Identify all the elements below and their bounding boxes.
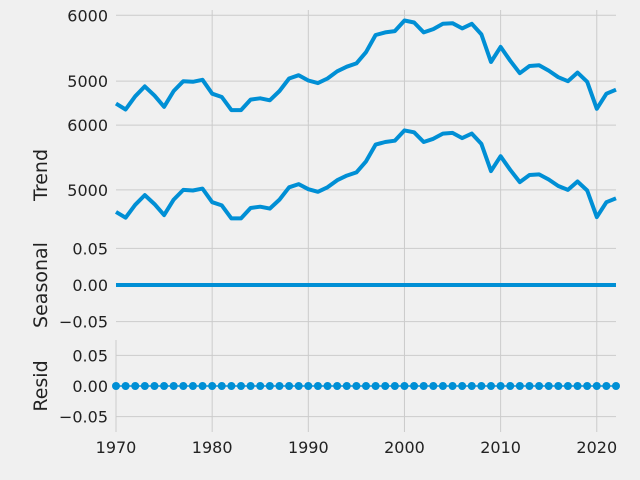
resid-point: [410, 382, 419, 390]
resid-point: [112, 382, 120, 390]
resid-point: [438, 382, 447, 390]
resid-point: [275, 382, 284, 390]
resid-point: [477, 382, 486, 390]
panel-trend: 5000 6000 Trend: [30, 116, 617, 230]
resid-point: [246, 382, 255, 390]
resid-point: [217, 382, 226, 390]
resid-point: [390, 382, 399, 390]
resid-point: [352, 382, 361, 390]
resid-point: [362, 382, 370, 390]
resid-point: [583, 382, 592, 390]
y-tick-label: −0.05: [59, 408, 108, 427]
resid-point: [496, 382, 505, 390]
resid-point: [140, 382, 149, 390]
resid-point: [602, 382, 611, 390]
y-tick-label: −0.05: [59, 313, 108, 332]
resid-point: [592, 382, 601, 390]
series-line-trend: [114, 128, 617, 221]
x-tick-label: 2020: [576, 438, 617, 457]
resid-point: [544, 382, 553, 390]
x-tick-label: 2000: [384, 438, 425, 457]
resid-point: [237, 382, 245, 390]
panel-seasonal: 0.05 0.00 −0.05 Seasonal: [30, 230, 616, 340]
resid-point: [285, 382, 294, 390]
resid-point: [265, 382, 274, 390]
resid-point: [458, 382, 467, 390]
resid-point: [429, 382, 438, 390]
y-tick-label: 5000: [67, 181, 108, 200]
y-axis-label: Resid: [30, 360, 52, 411]
resid-point: [371, 382, 380, 390]
resid-point: [554, 382, 563, 390]
resid-point: [323, 382, 332, 390]
resid-point: [535, 382, 544, 390]
resid-point: [169, 382, 178, 390]
x-tick-label: 1990: [288, 438, 329, 457]
y-tick-label: 0.00: [72, 377, 108, 396]
resid-point: [381, 382, 390, 390]
resid-point: [525, 382, 534, 390]
panels: 5000 6000 5000 6000 Trend 0.05 0.00 −0.05 Season…: [30, 6, 620, 457]
resid-point: [612, 382, 620, 390]
resid-point: [198, 382, 207, 390]
resid-point: [256, 382, 265, 390]
y-tick-label: 6000: [67, 116, 108, 135]
resid-point: [208, 382, 217, 390]
resid-point: [506, 382, 515, 390]
y-tick-label: 0.00: [72, 276, 108, 295]
resid-point: [342, 382, 351, 390]
series-line-observed: [114, 18, 617, 113]
resid-point: [563, 382, 572, 390]
resid-point: [448, 382, 457, 390]
resid-point: [515, 382, 524, 390]
y-tick-label: 0.05: [72, 239, 108, 258]
resid-point: [294, 382, 303, 390]
resid-point: [400, 382, 409, 390]
resid-point: [573, 382, 582, 390]
resid-point: [150, 382, 159, 390]
resid-point: [467, 382, 476, 390]
y-axis-label: Trend: [30, 149, 52, 202]
y-tick-label: 5000: [67, 72, 108, 91]
x-tick-label: 1980: [192, 438, 233, 457]
resid-point: [333, 382, 342, 390]
x-tick-label: 1970: [96, 438, 137, 457]
panel-observed: 5000 6000: [67, 6, 617, 122]
resid-point: [304, 382, 313, 390]
resid-point: [179, 382, 188, 390]
resid-point: [487, 382, 495, 390]
resid-point: [313, 382, 322, 390]
panel-resid: 0.05 0.00 −0.05 1970 1980 1990 2000 2010 2020 Res…: [30, 340, 620, 457]
x-tick-label: 2010: [480, 438, 521, 457]
y-tick-label: 0.05: [72, 346, 108, 365]
y-axis-label: Seasonal: [30, 242, 52, 328]
resid-point: [227, 382, 236, 390]
resid-point: [131, 382, 140, 390]
resid-point: [160, 382, 169, 390]
resid-point: [419, 382, 428, 390]
resid-point: [188, 382, 197, 390]
y-tick-label: 6000: [67, 6, 108, 25]
resid-point: [121, 382, 130, 390]
